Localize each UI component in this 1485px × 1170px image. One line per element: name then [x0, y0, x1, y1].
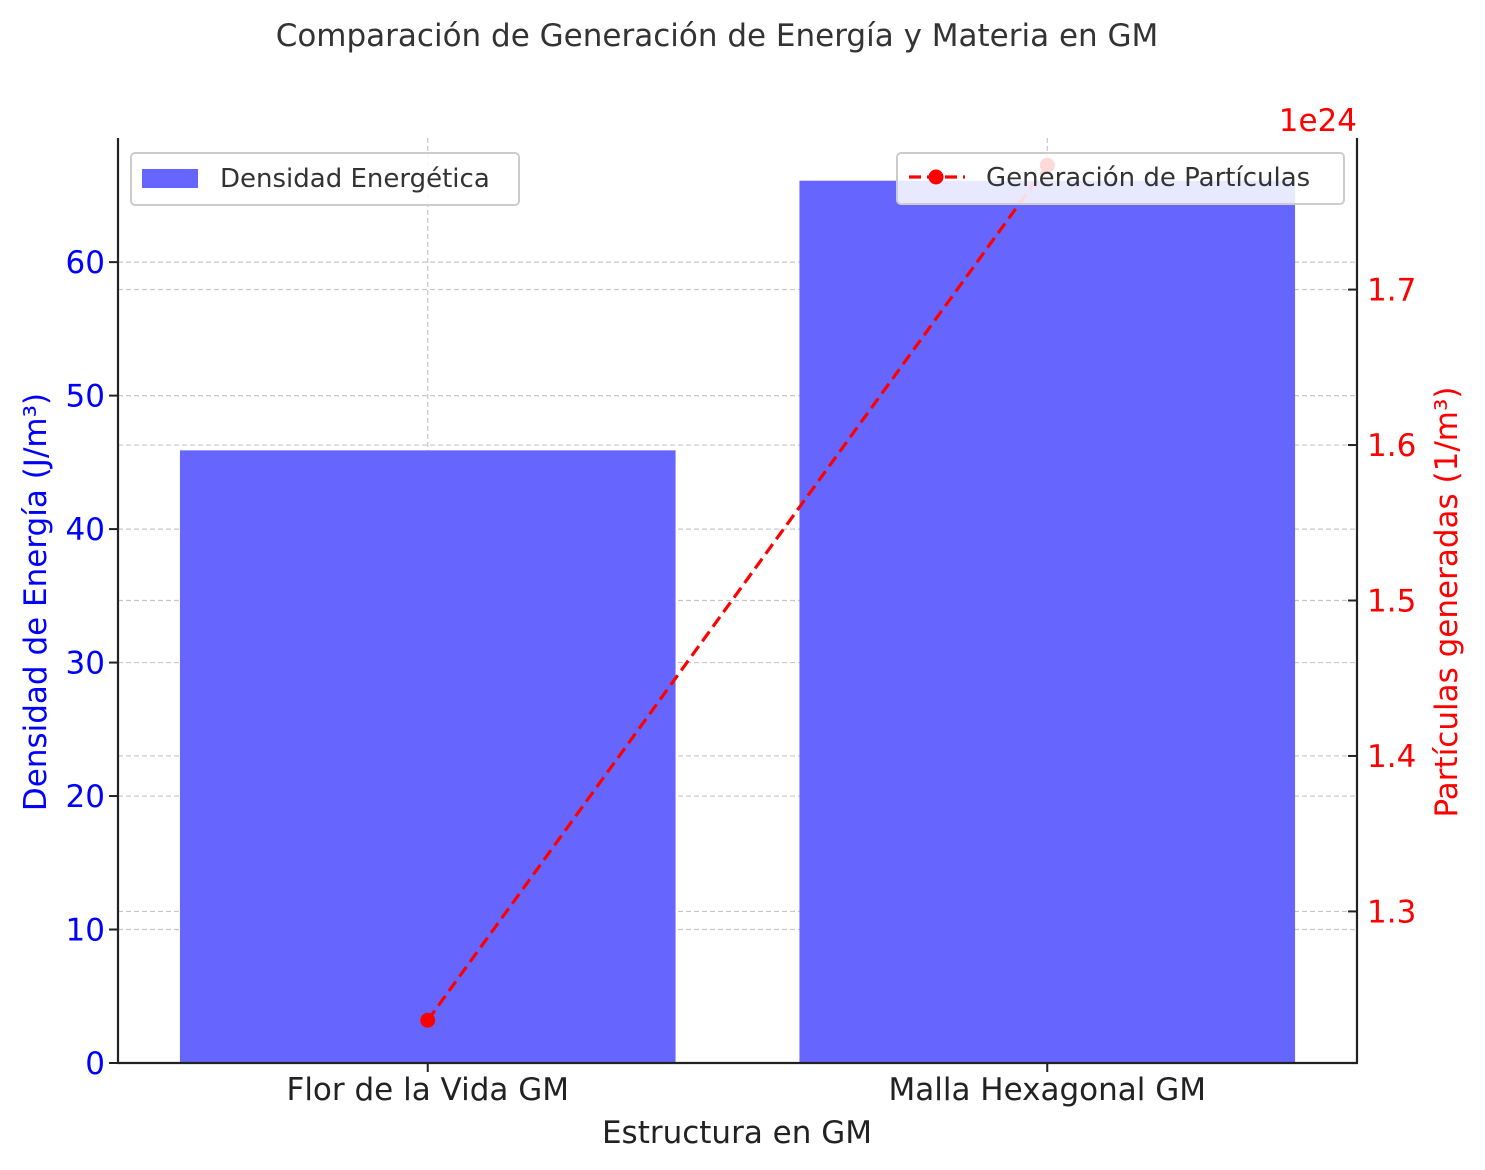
- y-tick-label: 40: [66, 512, 105, 548]
- series-point: [420, 1012, 436, 1028]
- y2-tick-label: 1.5: [1367, 584, 1416, 620]
- x-axis-title: Estructura en GM: [602, 1115, 872, 1151]
- chart-title: Comparación de Generación de Energía y M…: [276, 18, 1159, 54]
- ticks: Flor de la Vida GM Malla Hexagonal GM 0 10 2…: [66, 245, 1417, 1108]
- legend-frame: [130, 152, 520, 206]
- y-tick-label: 10: [66, 913, 105, 949]
- y-tick-label: 60: [66, 245, 105, 281]
- legend-label: Generación de Partículas: [986, 163, 1310, 193]
- y-axis-title: Densidad de Energía (J/m³): [18, 393, 54, 811]
- y2-tick-label: 1.4: [1367, 739, 1416, 775]
- legend-label: Densidad Energética: [220, 164, 490, 194]
- bar: [799, 180, 1296, 1064]
- y2-tick-label: 1.6: [1367, 428, 1416, 464]
- y2-tick-label: 1.7: [1367, 273, 1416, 309]
- y-tick-label: 50: [66, 379, 105, 415]
- legend-energy: Densidad Energética: [130, 152, 520, 206]
- legend-swatch-bar: [142, 169, 198, 188]
- legend-frame: [896, 152, 1345, 205]
- legend-particles: Generación de Partículas: [896, 152, 1345, 205]
- y2-tick-label: 1.3: [1367, 894, 1416, 930]
- y2-offset-label: 1e24: [1279, 103, 1357, 139]
- series-line: [426, 164, 1049, 1022]
- bar-series: [179, 180, 1296, 1064]
- bar: [179, 450, 676, 1064]
- y2-axis-title: Partículas generadas (1/m³): [1429, 387, 1465, 818]
- x-tick-label: Flor de la Vida GM: [286, 1072, 569, 1108]
- y-tick-label: 0: [85, 1046, 105, 1082]
- y-tick-label: 20: [66, 779, 105, 815]
- x-tick-label: Malla Hexagonal GM: [888, 1072, 1206, 1108]
- y-tick-label: 30: [66, 646, 105, 682]
- legend-swatch-marker: [928, 169, 944, 185]
